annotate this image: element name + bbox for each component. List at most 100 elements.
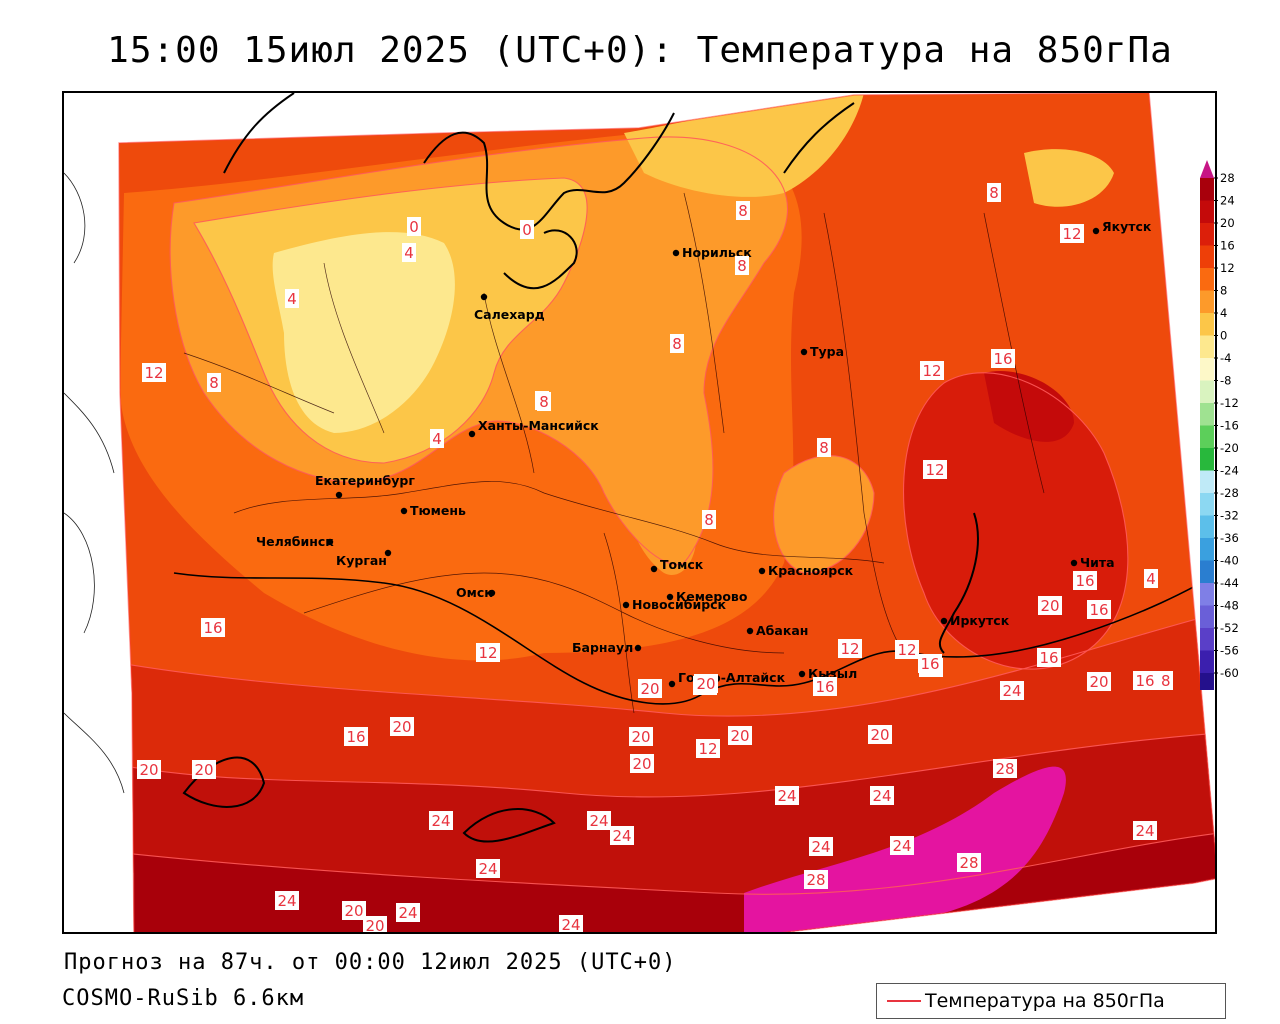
isotherm-label: 24 bbox=[809, 837, 833, 856]
city-marker[interactable]: Новосибирск bbox=[622, 597, 727, 612]
isotherm-label: 24 bbox=[559, 915, 583, 932]
isotherm-label-text: 12 bbox=[144, 364, 163, 382]
colorbar-tick-label: 20 bbox=[1220, 216, 1235, 230]
city-dot-icon bbox=[672, 249, 680, 257]
colorbar-swatch bbox=[1200, 245, 1214, 269]
colorbar-tick-label: -20 bbox=[1220, 441, 1239, 455]
isotherm-label-text: 20 bbox=[365, 917, 384, 934]
colorbar-top-arrow bbox=[1200, 160, 1214, 178]
isotherm-label: 24 bbox=[587, 811, 611, 830]
isotherm-label-text: 24 bbox=[431, 812, 450, 830]
colorbar-tick-label: 8 bbox=[1220, 284, 1227, 298]
city-label: Кемерово bbox=[676, 589, 748, 604]
isotherm-label-text: 16 bbox=[815, 678, 834, 696]
colorbar-tick-label: 28 bbox=[1220, 171, 1235, 185]
isotherm-label-text: 4 bbox=[432, 430, 442, 448]
city-label: Новосибирск bbox=[632, 597, 727, 612]
isotherm-label-text: 28 bbox=[806, 871, 825, 889]
isotherm-label: 8 bbox=[670, 334, 684, 353]
isotherm-label-text: 8 bbox=[819, 439, 829, 457]
colorbar-tick-label: -48 bbox=[1220, 599, 1239, 613]
isotherm-label: 24 bbox=[275, 891, 299, 910]
city-marker[interactable]: Тюмень bbox=[400, 503, 466, 518]
isotherm-label-text: 12 bbox=[897, 641, 916, 659]
isotherm-label: 20 bbox=[728, 726, 752, 745]
city-label: Салехард bbox=[474, 307, 545, 322]
colorbar-swatch bbox=[1200, 470, 1214, 494]
isotherm-label: 8 bbox=[817, 438, 831, 457]
isotherm-labels-layer: 0044488888881212121212121216161616161616… bbox=[137, 183, 1173, 934]
city-marker[interactable]: Красноярск bbox=[758, 563, 854, 578]
city-marker[interactable]: Якутск bbox=[1092, 219, 1152, 235]
city-marker[interactable]: Томск bbox=[650, 557, 704, 573]
isotherm-label-text: 16 bbox=[1135, 672, 1154, 690]
isotherm-label-text: 12 bbox=[478, 644, 497, 662]
isotherm-label: 16 bbox=[1037, 648, 1061, 667]
colorbar-tick-label: -4 bbox=[1220, 351, 1231, 365]
isotherm-label-text: 16 bbox=[1089, 601, 1108, 619]
isotherm-label: 24 bbox=[1000, 681, 1024, 700]
isotherm-label: 16 bbox=[991, 349, 1015, 368]
isotherm-label-text: 8 bbox=[989, 184, 999, 202]
isotherm-label-text: 20 bbox=[581, 933, 600, 934]
isotherm-label: 20 bbox=[192, 760, 216, 779]
isotherm-label-text: 24 bbox=[892, 837, 911, 855]
isotherm-label: 4 bbox=[1144, 569, 1158, 588]
legend-label: Температура на 850гПа bbox=[925, 990, 1165, 1012]
isotherm-label-text: 8 bbox=[209, 374, 219, 392]
forecast-info: Прогноз на 87ч. от 00:00 12июл 2025 (UTC… bbox=[64, 950, 677, 975]
city-marker[interactable]: Тура bbox=[800, 344, 844, 359]
isotherm-label-text: 4 bbox=[1146, 570, 1156, 588]
colorbar-swatch bbox=[1200, 448, 1214, 471]
colorbar-tick-label: -44 bbox=[1220, 576, 1239, 590]
city-dot-icon bbox=[335, 491, 343, 499]
isotherm-label: 20 bbox=[630, 754, 654, 773]
city-label: Курган bbox=[336, 553, 387, 568]
city-marker[interactable]: Норильск bbox=[672, 245, 752, 260]
colorbar-swatch bbox=[1200, 380, 1214, 404]
isotherm-label: 12 bbox=[696, 739, 720, 758]
city-label: Омск bbox=[456, 585, 493, 600]
isotherm-label: 24 bbox=[870, 786, 894, 805]
isotherm-label-text: 24 bbox=[612, 827, 631, 845]
isotherm-label: 20 bbox=[629, 727, 653, 746]
colorbar-swatch bbox=[1200, 650, 1214, 674]
isotherm-label: 20 bbox=[1038, 596, 1062, 615]
city-marker[interactable]: Горно-Алтайск bbox=[668, 670, 786, 688]
isotherm-label-text: 24 bbox=[872, 787, 891, 805]
city-marker[interactable]: Екатеринбург bbox=[315, 473, 415, 499]
colorbar-tick-label: -32 bbox=[1220, 509, 1239, 523]
city-marker[interactable]: Челябинск bbox=[256, 534, 334, 549]
isotherm-label: 8 bbox=[702, 510, 716, 529]
colorbar-swatch bbox=[1200, 313, 1214, 336]
city-marker[interactable]: Чита bbox=[1070, 555, 1115, 570]
city-marker[interactable]: Курган bbox=[336, 549, 392, 568]
city-marker[interactable]: Иркутск bbox=[940, 613, 1010, 628]
city-label: Челябинск bbox=[256, 534, 334, 549]
colorbar-swatch bbox=[1200, 515, 1214, 539]
colorbar-tick-label: 0 bbox=[1220, 329, 1227, 343]
colorbar-tick-label: 12 bbox=[1220, 261, 1235, 275]
city-marker[interactable]: Омск bbox=[456, 585, 496, 600]
city-dot-icon bbox=[758, 567, 766, 575]
city-marker[interactable]: Салехард bbox=[474, 293, 545, 322]
isotherm-label: 0 bbox=[520, 220, 534, 239]
city-label: Тура bbox=[810, 344, 844, 359]
isotherm-label: 20 bbox=[363, 916, 387, 934]
city-dot-icon bbox=[326, 538, 334, 546]
city-label: Красноярск bbox=[768, 563, 854, 578]
isotherm-label-text: 20 bbox=[631, 728, 650, 746]
isotherm-label: 28 bbox=[993, 759, 1017, 778]
city-marker[interactable]: Абакан bbox=[746, 623, 809, 638]
isotherm-label-text: 16 bbox=[1075, 572, 1094, 590]
city-marker[interactable]: Кемерово bbox=[666, 589, 748, 604]
city-marker[interactable]: Барнаул bbox=[572, 640, 642, 655]
colorbar-tick-label: -40 bbox=[1220, 554, 1239, 568]
city-marker[interactable]: Ханты-Мансийск bbox=[468, 418, 599, 438]
isotherm-label-text: 8 bbox=[738, 202, 748, 220]
colorbar-swatch bbox=[1200, 493, 1214, 516]
isotherm-label: 16 bbox=[1087, 600, 1111, 619]
colorbar-tick-label: -28 bbox=[1220, 486, 1239, 500]
cities-layer: Норильск Якутск Салехард Тура Ханты-Мансийск… bbox=[256, 219, 1152, 688]
city-dot-icon bbox=[468, 430, 476, 438]
